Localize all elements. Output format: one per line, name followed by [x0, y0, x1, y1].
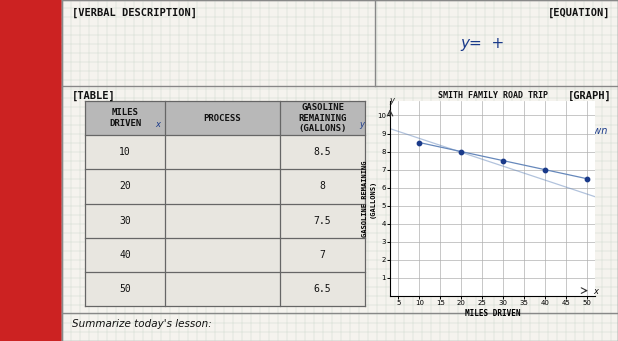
Bar [85, 135, 365, 169]
Text: [VERBAL DESCRIPTION]: [VERBAL DESCRIPTION] [72, 8, 197, 18]
Bar [85, 101, 365, 135]
Text: PROCESS: PROCESS [204, 114, 241, 122]
Text: y: y [389, 95, 394, 105]
Y-axis label: GASOLINE REMAINING
(GALLONS): GASOLINE REMAINING (GALLONS) [362, 160, 376, 237]
Text: 7: 7 [320, 250, 326, 260]
X-axis label: MILES DRIVEN: MILES DRIVEN [465, 309, 520, 318]
Text: 10: 10 [119, 147, 131, 157]
Text: [EQUATION]: [EQUATION] [548, 8, 610, 18]
Text: y: y [359, 120, 364, 129]
Point [540, 167, 550, 172]
Text: 6.5: 6.5 [314, 284, 331, 294]
Bar [85, 169, 365, 204]
Text: 20: 20 [119, 181, 131, 191]
Text: 50: 50 [119, 284, 131, 294]
Text: 8.5: 8.5 [314, 147, 331, 157]
Text: GASOLINE
REMAINING
(GALLONS): GASOLINE REMAINING (GALLONS) [298, 103, 347, 133]
Point [582, 176, 591, 181]
Bar [85, 272, 365, 306]
Point [456, 149, 466, 154]
Text: y=  +: y= + [460, 36, 504, 51]
Text: x: x [155, 120, 160, 129]
Bar [85, 204, 365, 238]
Text: Summarize today's lesson:: Summarize today's lesson: [72, 319, 212, 329]
Point [498, 158, 508, 163]
Bar [85, 238, 365, 272]
Bar [62, 0, 618, 341]
Text: down: down [582, 126, 608, 136]
Title: SMITH FAMILY ROAD TRIP: SMITH FAMILY ROAD TRIP [438, 91, 548, 100]
Bar [0, 0, 62, 341]
Text: 7.5: 7.5 [314, 216, 331, 226]
Text: 8: 8 [320, 181, 326, 191]
Text: [GRAPH]: [GRAPH] [568, 91, 612, 101]
Text: 40: 40 [119, 250, 131, 260]
Point [414, 140, 424, 145]
Text: x: x [593, 287, 598, 296]
Text: MILES
DRIVEN: MILES DRIVEN [109, 108, 141, 128]
Text: 30: 30 [119, 216, 131, 226]
Text: [TABLE]: [TABLE] [72, 91, 116, 101]
